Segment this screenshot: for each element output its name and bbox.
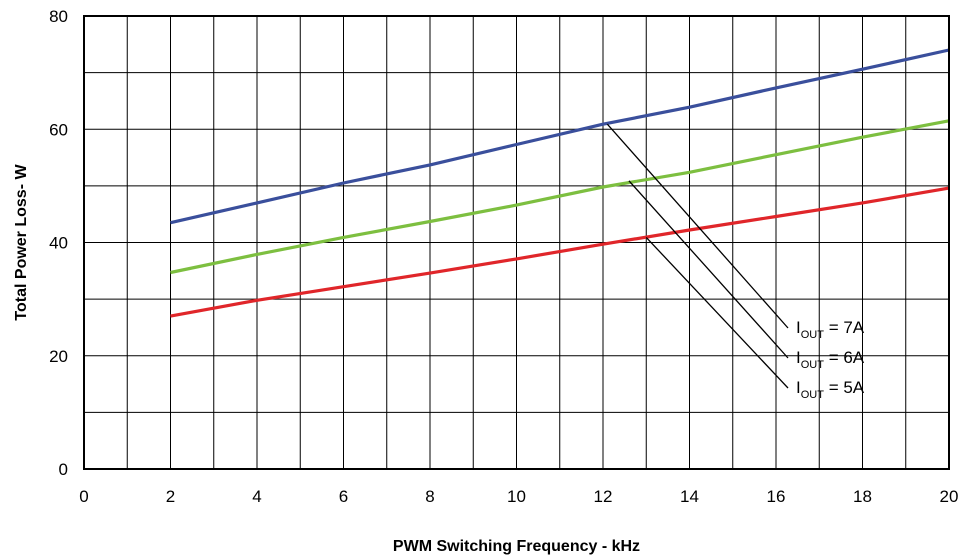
- grid: [84, 16, 949, 469]
- series-callout-label: IOUT = 5A: [796, 378, 865, 401]
- x-tick-label: 8: [425, 487, 434, 506]
- x-axis-title: PWM Switching Frequency - kHz: [393, 538, 640, 555]
- y-axis-title: Total Power Loss- W: [13, 164, 30, 321]
- series-callout-label: IOUT = 7A: [796, 318, 865, 341]
- x-tick-label: 20: [940, 487, 959, 506]
- series-line-3: [170, 186, 950, 318]
- x-tick-label: 2: [166, 487, 175, 506]
- x-tick-label: 16: [767, 487, 786, 506]
- series-callout-label: IOUT = 6A: [796, 348, 865, 371]
- x-tick-label: 14: [680, 487, 699, 506]
- series-line-2: [170, 119, 950, 275]
- y-tick-label: 20: [49, 347, 68, 366]
- x-tick-label: 10: [507, 487, 526, 506]
- series-line-1: [170, 48, 950, 225]
- y-tick-label: 40: [49, 234, 68, 253]
- callout-leader-line: [606, 123, 789, 329]
- x-tick-labels: 0 2 4 6 8 10 12 14 16 18 20: [79, 487, 958, 506]
- x-tick-label: 6: [339, 487, 348, 506]
- x-tick-label: 18: [853, 487, 872, 506]
- x-tick-label: 12: [594, 487, 613, 506]
- plot-frame: [83, 15, 950, 470]
- x-tick-label: 4: [252, 487, 261, 506]
- y-tick-label: 80: [49, 7, 68, 26]
- y-tick-labels: 0 20 40 60 80: [49, 7, 68, 479]
- callout-leader-line: [628, 180, 789, 359]
- series-lines: [170, 48, 950, 318]
- y-tick-label: 60: [49, 120, 68, 139]
- y-tick-label: 0: [59, 460, 68, 479]
- x-tick-label: 0: [79, 487, 88, 506]
- series-callouts: IOUT = 7A IOUT = 6A IOUT = 5A: [606, 123, 865, 401]
- callout-leader-line: [645, 236, 789, 389]
